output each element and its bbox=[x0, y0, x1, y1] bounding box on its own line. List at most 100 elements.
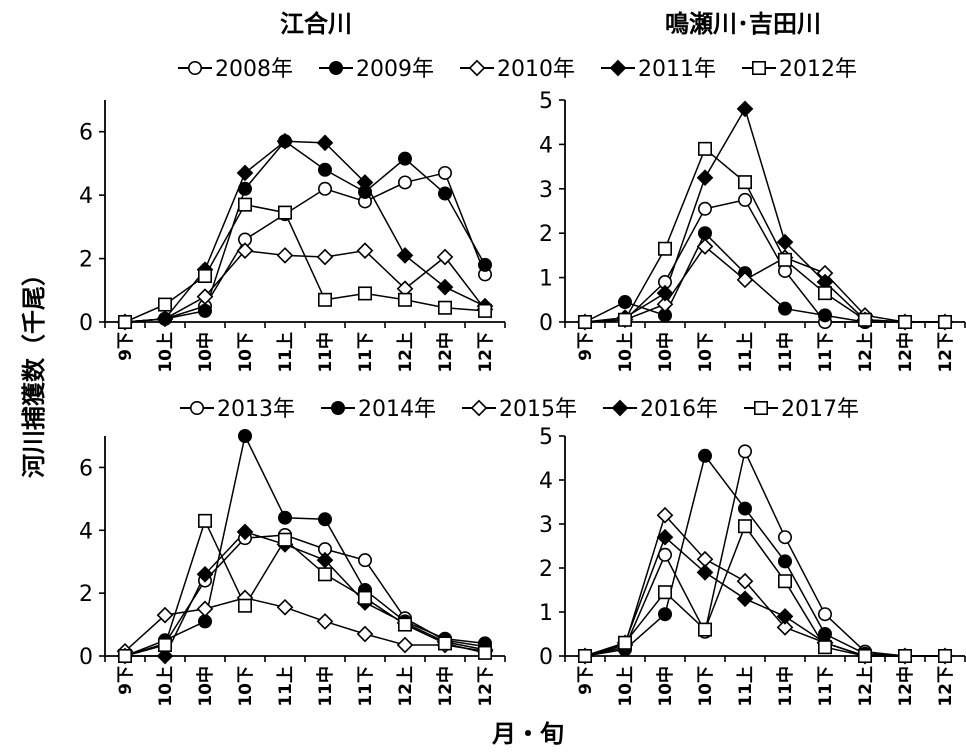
legend-top-label-1: 2009年 bbox=[356, 57, 434, 82]
x-tick-label: 9下 bbox=[576, 332, 596, 361]
y-tick-label: 5 bbox=[539, 425, 553, 450]
data-point-2015年 bbox=[776, 619, 794, 636]
data-point-2011年 bbox=[736, 100, 754, 118]
data-point-2012年 bbox=[317, 292, 332, 307]
legend-top-label-0: 2008年 bbox=[215, 57, 293, 82]
data-point-2017年 bbox=[897, 648, 912, 663]
y-tick-label: 3 bbox=[539, 178, 553, 203]
data-point-2016年 bbox=[736, 590, 754, 608]
data-point-2012年 bbox=[198, 269, 213, 284]
data-point-2012年 bbox=[357, 286, 372, 301]
series-line-2015年 bbox=[124, 597, 486, 653]
x-tick-label: 11下 bbox=[356, 666, 376, 707]
data-point-2016年 bbox=[156, 647, 174, 665]
x-tick-label: 10下 bbox=[696, 332, 716, 373]
y-tick-label: 3 bbox=[539, 513, 553, 538]
legend-bottom-label-4: 2017年 bbox=[781, 397, 859, 422]
legend-bottom-marker-4 bbox=[753, 400, 768, 415]
x-tick-label: 11上 bbox=[276, 666, 296, 707]
data-point-2014年 bbox=[317, 512, 332, 527]
legend-bottom-marker-2 bbox=[470, 399, 488, 417]
x-tick-label: 12中 bbox=[435, 332, 456, 373]
panel-1: 0 1 2 3 4 5 9下 10上 10中 10下 11上 11中 11下 12上 12中 12下 bbox=[539, 89, 966, 373]
x-tick-label: 10上 bbox=[156, 332, 176, 373]
data-point-2010年 bbox=[656, 295, 674, 313]
series-line-2008年 bbox=[584, 199, 945, 323]
data-point-2015年 bbox=[156, 606, 174, 624]
data-point-2015年 bbox=[356, 625, 374, 643]
series-line-2013年 bbox=[124, 534, 486, 657]
data-point-2012年 bbox=[617, 312, 632, 327]
data-point-2010年 bbox=[236, 242, 254, 259]
data-point-2017年 bbox=[777, 574, 792, 589]
x-tick-label: 11中 bbox=[775, 332, 796, 373]
legend-top-marker-0 bbox=[188, 60, 203, 75]
data-point-2013年 bbox=[357, 553, 372, 568]
data-point-2009年 bbox=[477, 257, 492, 272]
data-point-2016年 bbox=[236, 523, 254, 541]
series-line-2009年 bbox=[584, 231, 945, 323]
data-point-2012年 bbox=[697, 141, 712, 156]
data-point-2017年 bbox=[857, 648, 872, 663]
x-tick-label: 10中 bbox=[195, 666, 216, 707]
y-tick-label: 2 bbox=[539, 557, 553, 582]
data-point-2011年 bbox=[696, 169, 714, 187]
series-line-2009年 bbox=[124, 140, 486, 323]
chart-panels: 0 2 4 6 9下 10上 10中 10下 11上 11中 11下 12上 12中 12下 0 1 2 3 4 5 9… bbox=[79, 89, 966, 707]
y-tick-label: 2 bbox=[79, 582, 93, 607]
data-point-2009年 bbox=[198, 303, 213, 318]
x-tick-label: 12上 bbox=[856, 666, 876, 707]
y-tick-label: 0 bbox=[79, 311, 93, 336]
data-point-2012年 bbox=[437, 300, 452, 315]
x-tick-label: 10中 bbox=[195, 332, 216, 373]
x-tick-label: 10下 bbox=[236, 666, 256, 707]
series-line-2010年 bbox=[584, 245, 945, 323]
data-point-2012年 bbox=[777, 252, 792, 267]
series-line-2014年 bbox=[124, 433, 486, 657]
x-tick-label: 12下 bbox=[476, 666, 496, 707]
data-point-2012年 bbox=[657, 241, 672, 256]
data-point-2015年 bbox=[736, 572, 754, 590]
data-point-2014年 bbox=[737, 501, 752, 516]
y-tick-label: 5 bbox=[539, 89, 553, 114]
x-tick-label: 12下 bbox=[936, 332, 956, 373]
y-tick-label: 4 bbox=[539, 133, 553, 158]
x-tick-label: 10中 bbox=[655, 332, 676, 373]
x-tick-label: 11中 bbox=[315, 332, 336, 373]
data-point-2017年 bbox=[697, 622, 712, 637]
data-point-2014年 bbox=[777, 554, 792, 569]
data-point-2009年 bbox=[617, 295, 632, 310]
data-point-2010年 bbox=[436, 248, 454, 266]
y-tick-label: 2 bbox=[79, 248, 93, 273]
panel-3: 0 1 2 3 4 5 9下 10上 10中 10下 11上 11中 11下 12上 12中 12下 bbox=[539, 425, 966, 707]
data-point-2013年 bbox=[737, 444, 752, 459]
data-point-2017年 bbox=[657, 585, 672, 600]
y-axis-label: 河川捕獲数（千尾） bbox=[20, 262, 48, 478]
y-tick-label: 1 bbox=[539, 267, 553, 292]
y-tick-label: 6 bbox=[79, 121, 93, 146]
series-line-2016年 bbox=[125, 531, 486, 657]
data-point-2017年 bbox=[577, 648, 592, 663]
data-point-2012年 bbox=[937, 314, 952, 329]
x-tick-label: 12下 bbox=[936, 666, 956, 707]
data-point-2017年 bbox=[477, 645, 492, 660]
series-line-2014年 bbox=[584, 454, 945, 657]
data-point-2008年 bbox=[437, 165, 452, 180]
data-point-2011年 bbox=[236, 164, 254, 182]
x-tick-label: 12上 bbox=[856, 332, 876, 373]
x-tick-label: 11中 bbox=[775, 666, 796, 707]
legend-top-marker-4 bbox=[751, 60, 766, 75]
data-point-2009年 bbox=[817, 308, 832, 323]
series-line-2017年 bbox=[124, 518, 486, 657]
data-point-2013年 bbox=[817, 607, 832, 622]
data-point-2014年 bbox=[697, 448, 712, 463]
data-point-2008年 bbox=[737, 192, 752, 207]
x-tick-label: 10下 bbox=[236, 332, 256, 373]
legend-bottom-label-2: 2015年 bbox=[499, 397, 577, 422]
data-point-2008年 bbox=[697, 201, 712, 216]
x-tick-label: 11上 bbox=[736, 332, 756, 373]
chart-title-eai: 江合川 bbox=[280, 10, 352, 38]
series-line-2013年 bbox=[584, 449, 945, 657]
data-point-2017年 bbox=[817, 640, 832, 655]
